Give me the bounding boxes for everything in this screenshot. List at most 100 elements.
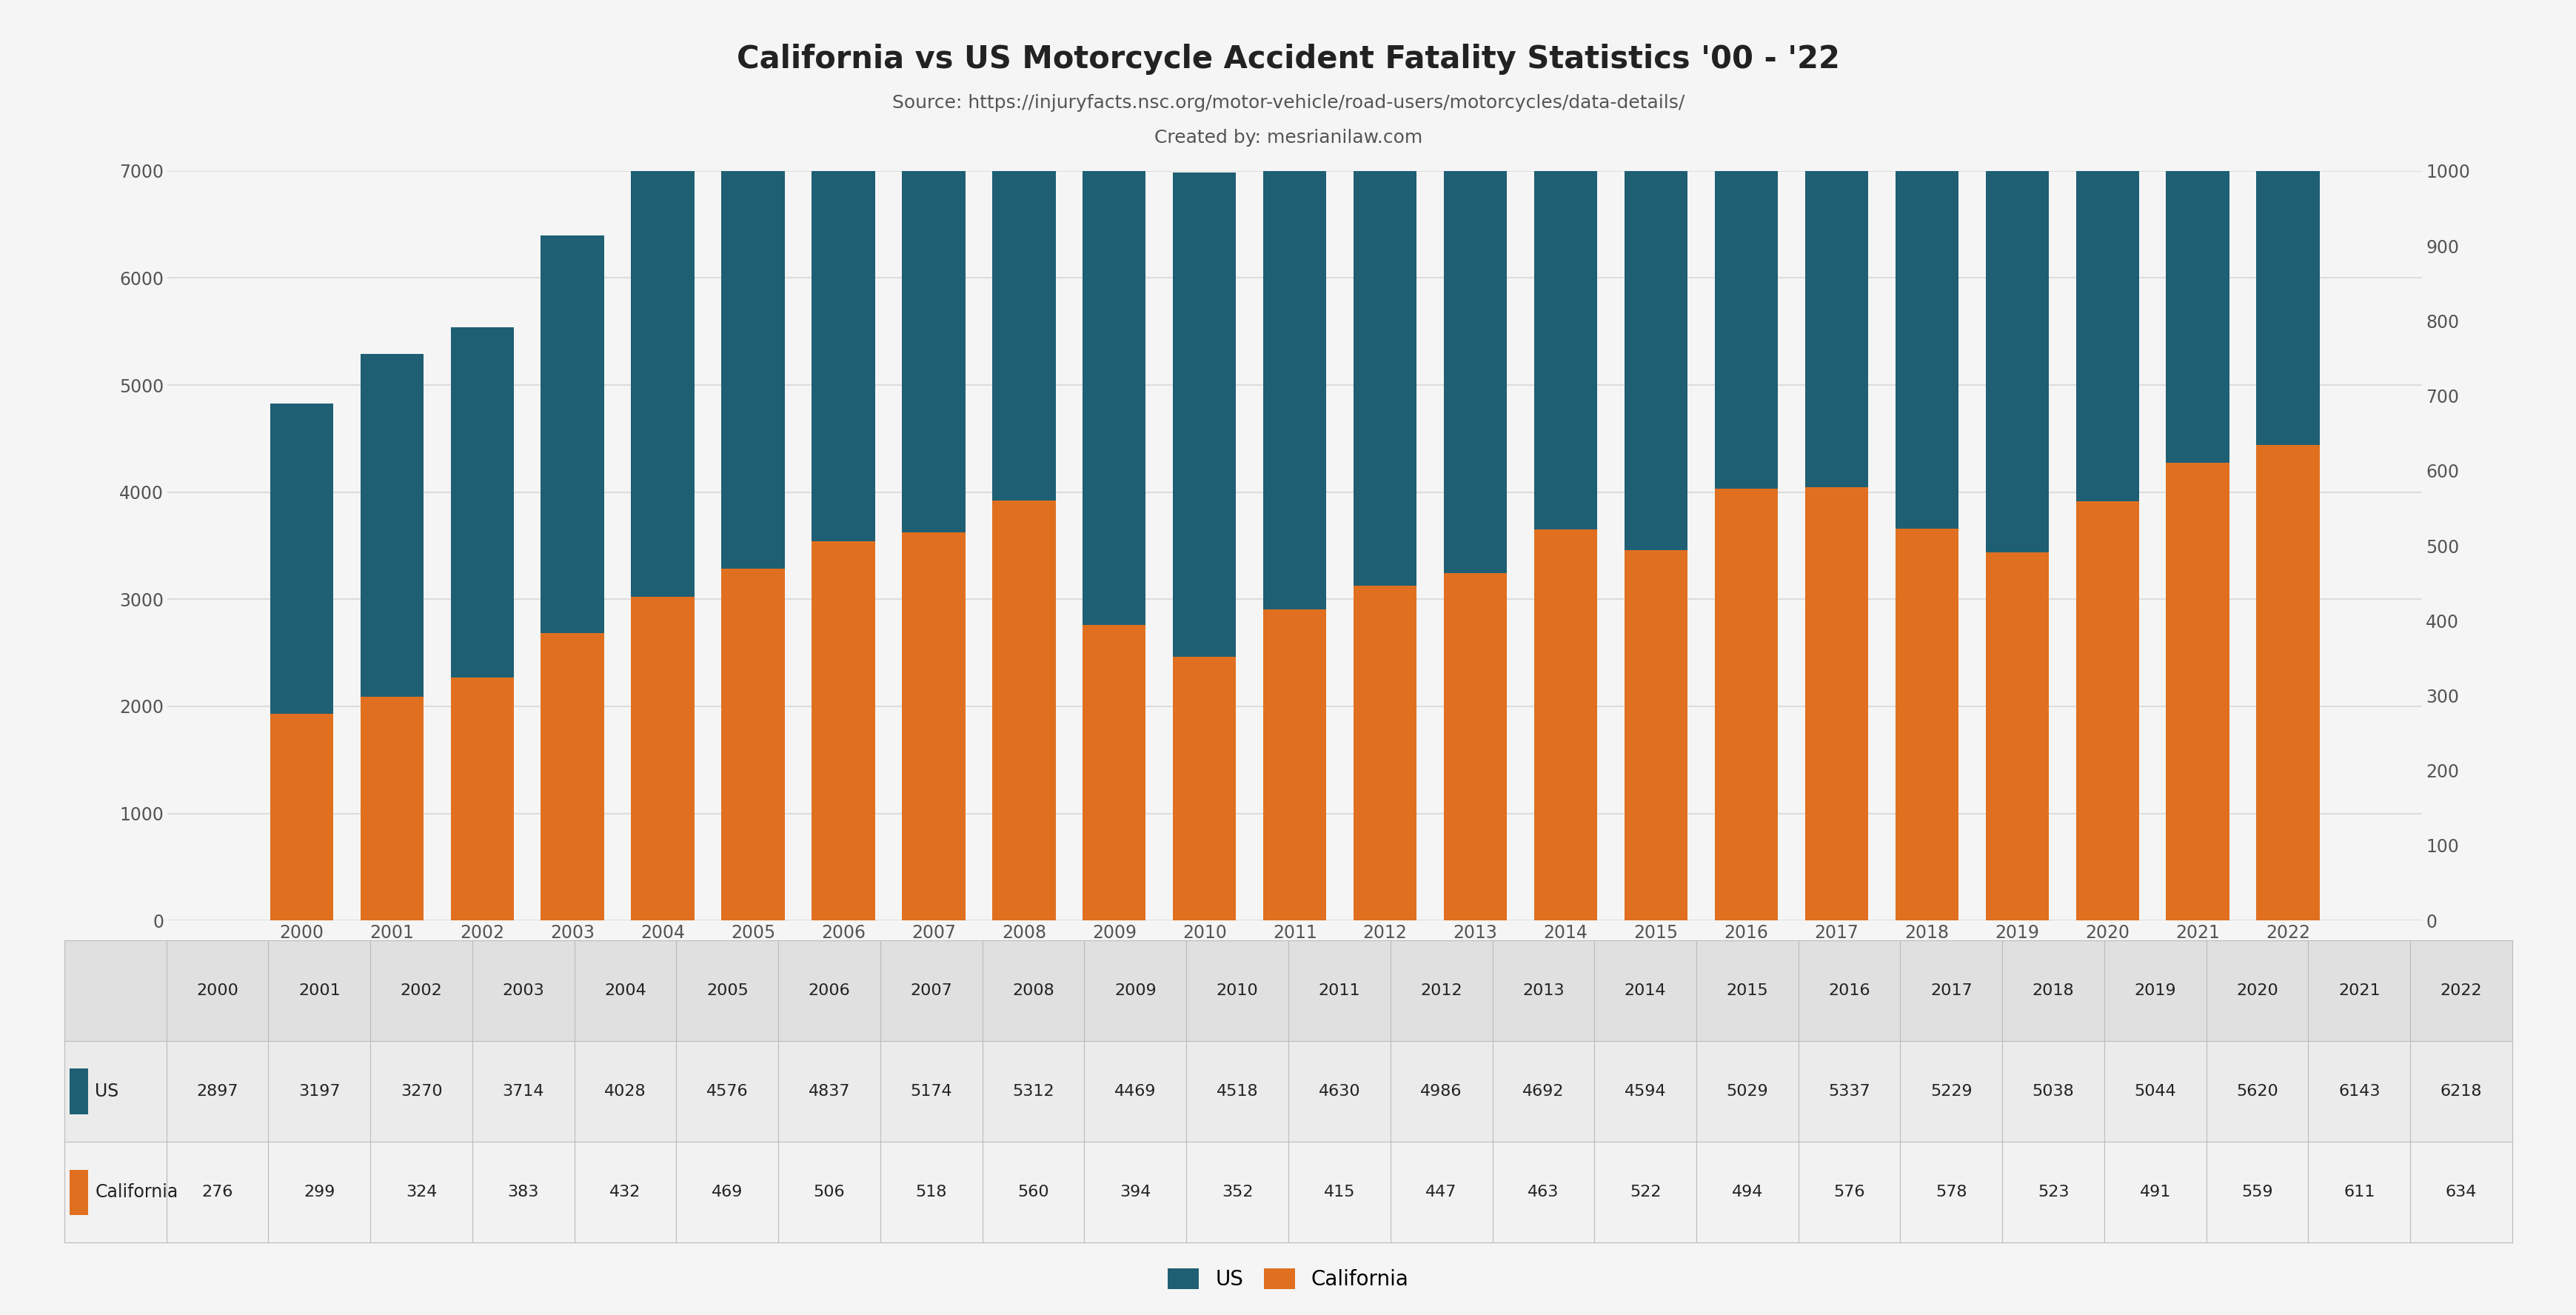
Text: 5337: 5337 — [1829, 1084, 1870, 1099]
Text: 2018: 2018 — [2032, 984, 2074, 998]
Bar — [631, 597, 693, 920]
Text: 6143: 6143 — [2339, 1084, 2380, 1099]
Bar — [902, 0, 966, 533]
Bar — [1533, 37, 1597, 529]
Text: 578: 578 — [1935, 1185, 1965, 1199]
Text: 4469: 4469 — [1115, 1084, 1157, 1099]
Bar — [1443, 71, 1507, 573]
Text: 634: 634 — [2445, 1185, 2476, 1199]
Bar — [451, 327, 513, 677]
Text: 5174: 5174 — [909, 1084, 953, 1099]
Text: 4692: 4692 — [1522, 1084, 1564, 1099]
Bar — [1803, 0, 1868, 488]
Text: 432: 432 — [611, 1185, 641, 1199]
Text: Source: https://injuryfacts.nsc.org/motor-vehicle/road-users/motorcycles/data-de: Source: https://injuryfacts.nsc.org/moto… — [891, 93, 1685, 112]
Text: 5029: 5029 — [1726, 1084, 1767, 1099]
Text: 3197: 3197 — [299, 1084, 340, 1099]
Text: Created by: mesrianilaw.com: Created by: mesrianilaw.com — [1154, 129, 1422, 147]
Text: 5312: 5312 — [1012, 1084, 1054, 1099]
Bar — [992, 0, 1056, 501]
Text: 2021: 2021 — [2336, 984, 2380, 998]
Text: 2012: 2012 — [1419, 984, 1463, 998]
Text: 3714: 3714 — [502, 1084, 544, 1099]
Bar — [1262, 113, 1327, 609]
Bar — [1803, 488, 1868, 920]
Text: 611: 611 — [2344, 1185, 2375, 1199]
Text: 299: 299 — [304, 1185, 335, 1199]
Bar — [902, 533, 966, 920]
Bar — [1082, 625, 1146, 920]
Bar — [1713, 0, 1777, 489]
Text: US: US — [95, 1082, 118, 1101]
Bar — [361, 697, 422, 920]
Text: 6218: 6218 — [2439, 1084, 2481, 1099]
Bar — [1986, 552, 2048, 920]
Text: 5038: 5038 — [2032, 1084, 2074, 1099]
Text: 394: 394 — [1121, 1185, 1151, 1199]
Bar — [1896, 529, 1958, 920]
Text: 2016: 2016 — [1829, 984, 1870, 998]
Text: 2897: 2897 — [196, 1084, 237, 1099]
Text: 5229: 5229 — [1929, 1084, 1971, 1099]
Text: 2003: 2003 — [502, 984, 544, 998]
Bar — [541, 634, 603, 920]
Text: 3270: 3270 — [399, 1084, 443, 1099]
Bar — [2076, 0, 2138, 501]
Bar — [1262, 609, 1327, 920]
Text: 2017: 2017 — [1929, 984, 1971, 998]
Bar — [1623, 550, 1687, 920]
Bar — [361, 354, 422, 697]
Text: 4576: 4576 — [706, 1084, 747, 1099]
Text: 415: 415 — [1324, 1185, 1355, 1199]
Text: 559: 559 — [2241, 1185, 2272, 1199]
Bar — [1533, 529, 1597, 920]
Bar — [721, 79, 786, 569]
Bar — [541, 235, 603, 634]
Text: 4986: 4986 — [1419, 1084, 1461, 1099]
Bar — [2166, 0, 2228, 463]
Text: 2002: 2002 — [399, 984, 443, 998]
Text: 463: 463 — [1528, 1185, 1558, 1199]
Text: 4518: 4518 — [1216, 1084, 1257, 1099]
Text: 4630: 4630 — [1319, 1084, 1360, 1099]
Legend: US, California: US, California — [1159, 1260, 1417, 1298]
Bar — [1082, 147, 1146, 625]
Text: 4837: 4837 — [809, 1084, 850, 1099]
Bar — [992, 501, 1056, 920]
Bar — [2257, 0, 2318, 446]
Bar — [270, 404, 332, 714]
Text: 506: 506 — [814, 1185, 845, 1199]
Bar — [1623, 12, 1687, 550]
Text: 2005: 2005 — [706, 984, 747, 998]
Text: California: California — [95, 1184, 178, 1201]
Text: 5044: 5044 — [2133, 1084, 2177, 1099]
Bar — [2166, 463, 2228, 920]
Text: 324: 324 — [404, 1185, 438, 1199]
Text: 2011: 2011 — [1319, 984, 1360, 998]
Bar — [1352, 51, 1417, 585]
Text: 447: 447 — [1425, 1185, 1455, 1199]
Text: 491: 491 — [2138, 1185, 2172, 1199]
Text: 523: 523 — [2038, 1185, 2069, 1199]
Text: 4594: 4594 — [1623, 1084, 1667, 1099]
Text: 2010: 2010 — [1216, 984, 1257, 998]
Text: 2001: 2001 — [299, 984, 340, 998]
Text: 2007: 2007 — [909, 984, 953, 998]
Text: 2015: 2015 — [1726, 984, 1767, 998]
Text: 4028: 4028 — [605, 1084, 647, 1099]
Text: 494: 494 — [1731, 1185, 1762, 1199]
Text: 518: 518 — [914, 1185, 948, 1199]
Text: 5620: 5620 — [2236, 1084, 2277, 1099]
Text: 2006: 2006 — [809, 984, 850, 998]
Text: 2000: 2000 — [196, 984, 240, 998]
Text: 2013: 2013 — [1522, 984, 1564, 998]
Text: 2014: 2014 — [1623, 984, 1667, 998]
Text: 2008: 2008 — [1012, 984, 1054, 998]
Text: 2020: 2020 — [2236, 984, 2277, 998]
Bar — [270, 714, 332, 920]
Text: 576: 576 — [1834, 1185, 1865, 1199]
Text: 352: 352 — [1221, 1185, 1252, 1199]
Bar — [1172, 656, 1236, 920]
Bar — [2076, 501, 2138, 920]
Bar — [451, 677, 513, 920]
